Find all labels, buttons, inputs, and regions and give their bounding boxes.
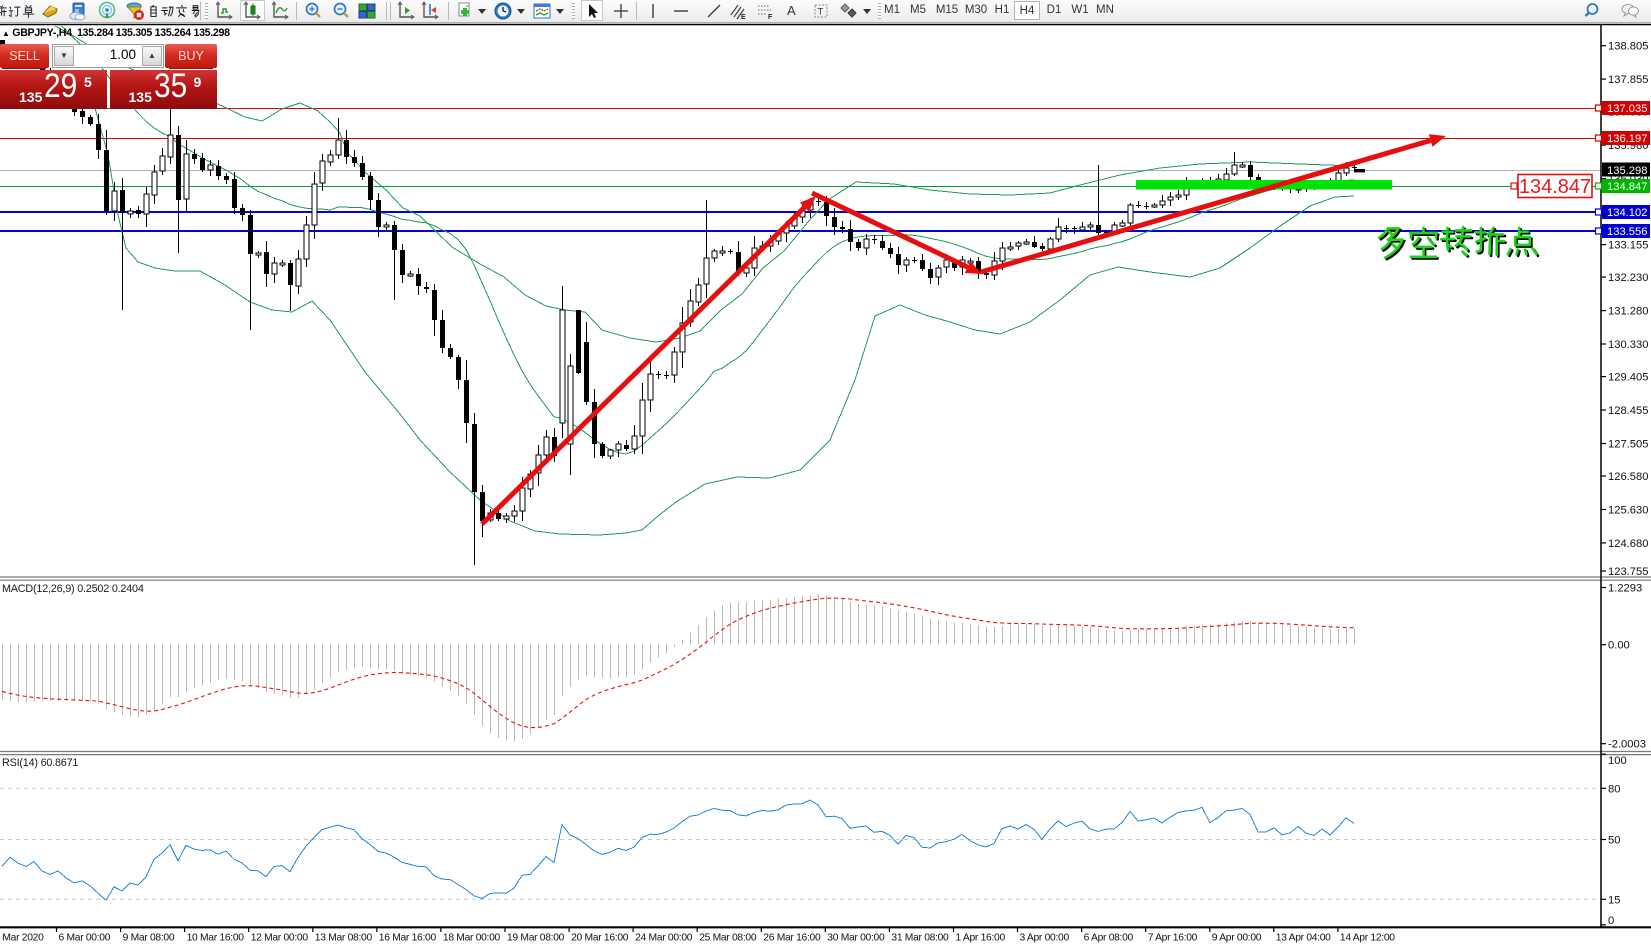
svg-text:T: T: [818, 7, 824, 18]
svg-text:138.805: 138.805: [1608, 41, 1648, 53]
svg-text:125.630: 125.630: [1608, 505, 1648, 517]
svg-text:135.298: 135.298: [1607, 165, 1647, 177]
svg-text:1 Apr 16:00: 1 Apr 16:00: [956, 933, 1006, 944]
svg-text:137.855: 137.855: [1608, 74, 1648, 86]
svg-text:134.847: 134.847: [1607, 181, 1647, 193]
svg-text:136.197: 136.197: [1607, 133, 1647, 145]
svg-text:31 Mar 08:00: 31 Mar 08:00: [891, 933, 949, 944]
svg-text:100: 100: [1608, 755, 1627, 767]
svg-text:137.035: 137.035: [1607, 103, 1647, 115]
svg-text:18 Mar 00:00: 18 Mar 00:00: [443, 933, 501, 944]
svg-text:126.580: 126.580: [1608, 471, 1648, 483]
svg-text:6 Mar 00:00: 6 Mar 00:00: [59, 933, 111, 944]
svg-text:133.556: 133.556: [1607, 226, 1647, 238]
svg-text:25 Mar 08:00: 25 Mar 08:00: [699, 933, 757, 944]
svg-text:20 Mar 16:00: 20 Mar 16:00: [571, 933, 629, 944]
svg-text:0: 0: [1608, 915, 1614, 927]
svg-text:123.755: 123.755: [1608, 566, 1648, 578]
svg-text:1.2293: 1.2293: [1608, 583, 1642, 595]
svg-text:130.330: 130.330: [1608, 339, 1648, 351]
svg-text:127.505: 127.505: [1608, 439, 1648, 451]
svg-text:80: 80: [1608, 783, 1620, 795]
svg-text:30 Mar 00:00: 30 Mar 00:00: [827, 933, 885, 944]
svg-text:134.847: 134.847: [1519, 176, 1591, 198]
svg-text:13 Apr 04:00: 13 Apr 04:00: [1276, 933, 1331, 944]
svg-text:F: F: [768, 14, 773, 21]
svg-text:-2.0003: -2.0003: [1608, 739, 1646, 751]
svg-text:RSI(14) 60.8671: RSI(14) 60.8671: [2, 757, 78, 769]
svg-text:3 Apr 00:00: 3 Apr 00:00: [1020, 933, 1070, 944]
svg-text:132.230: 132.230: [1608, 272, 1648, 284]
svg-text:7 Apr 16:00: 7 Apr 16:00: [1148, 933, 1198, 944]
svg-text:128.455: 128.455: [1608, 405, 1648, 417]
svg-text:10 Mar 16:00: 10 Mar 16:00: [187, 933, 245, 944]
svg-text:19 Mar 08:00: 19 Mar 08:00: [507, 933, 565, 944]
svg-text:6 Apr 08:00: 6 Apr 08:00: [1084, 933, 1134, 944]
svg-text:134.102: 134.102: [1607, 207, 1647, 219]
svg-text:12 Mar 00:00: 12 Mar 00:00: [251, 933, 309, 944]
svg-text:E: E: [741, 14, 746, 21]
svg-text:14 Apr 12:00: 14 Apr 12:00: [1340, 933, 1395, 944]
svg-text:50: 50: [1608, 835, 1620, 847]
svg-text:MACD(12,26,9) 0.2502 0.2404: MACD(12,26,9) 0.2502 0.2404: [2, 583, 144, 595]
svg-text:24 Mar 00:00: 24 Mar 00:00: [635, 933, 693, 944]
svg-text:9 Mar 08:00: 9 Mar 08:00: [123, 933, 175, 944]
svg-text:131.280: 131.280: [1608, 306, 1648, 318]
svg-text:13 Mar 08:00: 13 Mar 08:00: [315, 933, 373, 944]
svg-text:133.155: 133.155: [1608, 240, 1648, 252]
svg-text:124.680: 124.680: [1608, 538, 1648, 550]
svg-text:9 Apr 00:00: 9 Apr 00:00: [1212, 933, 1262, 944]
svg-text:16 Mar 16:00: 16 Mar 16:00: [379, 933, 437, 944]
svg-text:26 Mar 16:00: 26 Mar 16:00: [763, 933, 821, 944]
svg-text:129.405: 129.405: [1608, 372, 1648, 384]
svg-text:15: 15: [1608, 894, 1620, 906]
svg-text:3 Mar 2020: 3 Mar 2020: [0, 933, 44, 944]
svg-text:0.00: 0.00: [1608, 640, 1630, 652]
